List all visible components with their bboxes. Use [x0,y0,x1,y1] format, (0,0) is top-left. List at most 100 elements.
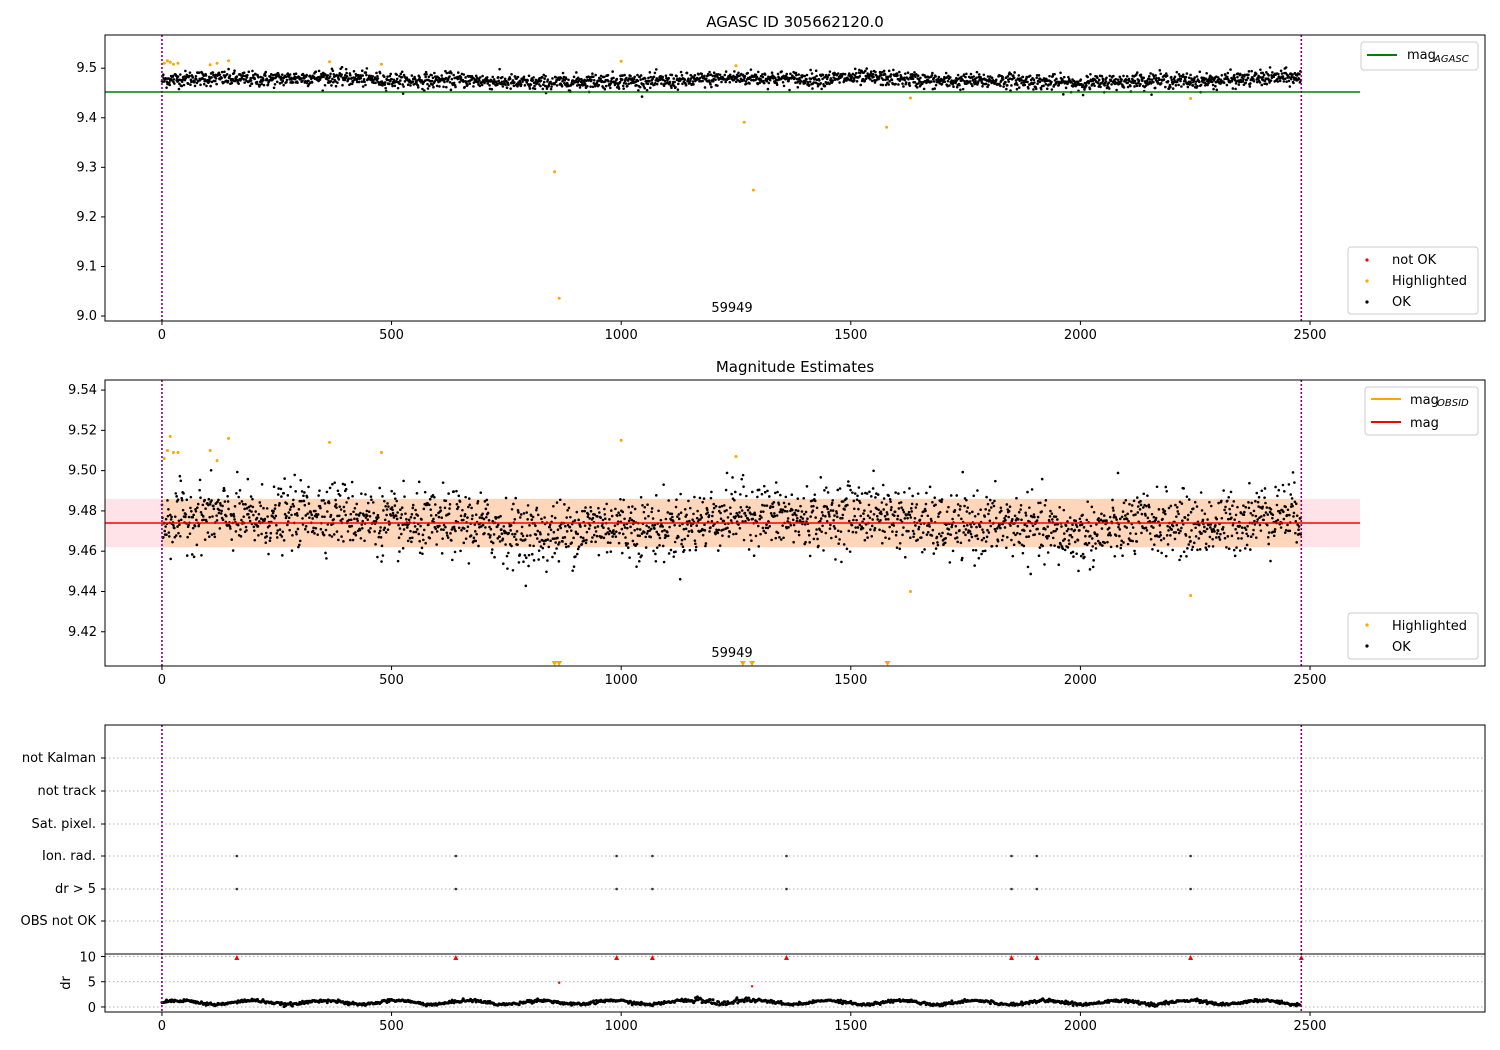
ok-point [1278,511,1282,515]
ok-point [245,76,249,79]
ok-point [579,83,582,87]
ok-point [1146,80,1149,83]
ok-point [785,510,789,513]
ok-point [1216,529,1220,533]
ok-point [171,540,174,544]
ok-point [1146,516,1150,520]
ok-point [1148,78,1151,81]
ok-point [1090,505,1094,509]
ok-point [385,513,388,517]
ok-point [520,525,524,529]
ok-point [828,82,831,86]
ok-point [970,82,973,86]
ok-point [689,524,693,527]
ok-point [1026,490,1029,494]
ok-point [286,523,289,527]
ok-point [799,80,803,83]
ok-point [652,75,656,79]
ok-point [1262,518,1265,522]
ok-point [428,497,432,501]
ok-point [343,509,346,513]
ok-point [550,85,553,88]
ok-point [328,75,332,78]
ok-point [1224,505,1227,509]
ok-point [675,74,678,78]
ok-point [796,497,800,500]
ok-point [1285,80,1288,84]
ok-point [542,73,546,77]
ok-point [756,495,759,499]
ok-point [661,544,665,548]
ok-point [770,538,773,542]
ok-point [541,87,545,91]
ok-point [564,542,568,546]
ok-point [600,535,603,539]
ok-point [306,512,309,516]
ok-point [657,509,660,513]
ok-point [1010,538,1013,542]
ok-point [718,544,722,547]
ok-point [931,71,934,75]
ok-point [1086,75,1089,79]
ok-point [322,499,325,502]
ok-point [553,516,557,520]
ok-point [627,519,631,523]
ok-point [1021,75,1025,79]
ok-point [530,518,534,521]
ok-point [1220,499,1223,503]
ok-point [539,84,542,88]
ok-point [773,512,776,515]
ok-point [1215,517,1219,521]
ok-point [1254,514,1258,518]
y-tick-label: 9.4 [76,111,97,126]
ok-point [1053,544,1056,547]
ok-point [1157,81,1160,85]
ok-point [434,527,438,531]
ok-point [317,494,320,497]
ok-point [421,533,425,537]
ok-point [1159,72,1163,76]
ok-point [588,75,591,79]
ok-point [1187,498,1191,501]
ok-point [1165,534,1169,537]
ok-point [1122,501,1126,505]
ok-point [464,76,467,79]
ok-point [1242,504,1245,507]
ok-point [432,85,435,89]
ok-point [697,73,700,76]
ok-point [994,530,998,533]
ok-point [1144,514,1147,517]
ok-point [218,527,222,530]
ok-point [1158,78,1161,82]
ok-point [458,80,461,84]
ok-point [880,501,884,504]
ok-point [798,76,801,80]
ok-point [1093,532,1097,536]
ok-point [1050,88,1054,91]
ok-point [907,77,910,81]
ok-point [247,70,251,74]
ok-point [325,557,328,560]
ok-point [1267,531,1271,534]
ok-point [624,536,627,539]
ok-point [1049,543,1053,547]
ok-point [1140,531,1143,535]
ok-point [444,76,448,80]
ok-point [1005,84,1009,87]
ok-point [615,514,619,517]
ok-point [726,516,730,519]
ok-point [1258,523,1262,527]
ok-point [396,86,400,90]
ok-point [645,532,649,535]
ok-point [1009,72,1013,76]
ok-point [745,82,748,86]
ok-point [1173,537,1177,541]
ok-point [969,72,973,76]
ok-point [1020,518,1023,522]
ok-point [817,544,820,548]
ok-point [567,506,571,510]
ok-point [459,549,462,553]
ok-point [484,507,488,511]
ok-point [891,530,894,533]
ok-point [990,544,994,548]
